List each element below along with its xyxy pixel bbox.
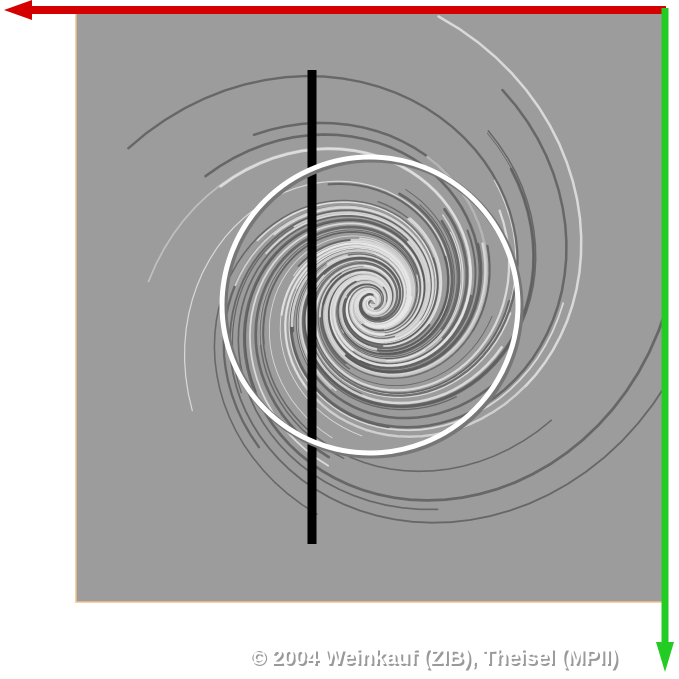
streak (284, 245, 409, 386)
streak (339, 280, 387, 351)
streak (354, 290, 413, 329)
streak (369, 293, 379, 307)
y-axis-arrowhead (656, 642, 674, 672)
streak (347, 286, 396, 339)
streak (357, 262, 406, 324)
x-axis-arrowhead (4, 0, 32, 20)
seed-circle (219, 154, 521, 456)
streak (364, 295, 377, 303)
streak (322, 268, 394, 317)
flow-streaks (127, 15, 663, 524)
streak (349, 287, 386, 337)
credit-shadow: © 2004 Weinkauf (ZIB), Theisel (MPII) (252, 648, 620, 671)
credit: © 2004 Weinkauf (ZIB), Theisel (MPII) (250, 646, 618, 669)
streak (325, 271, 393, 356)
streak (127, 74, 519, 397)
streak (338, 280, 387, 353)
streak (323, 258, 401, 321)
streak (343, 257, 439, 346)
streak (219, 147, 472, 367)
